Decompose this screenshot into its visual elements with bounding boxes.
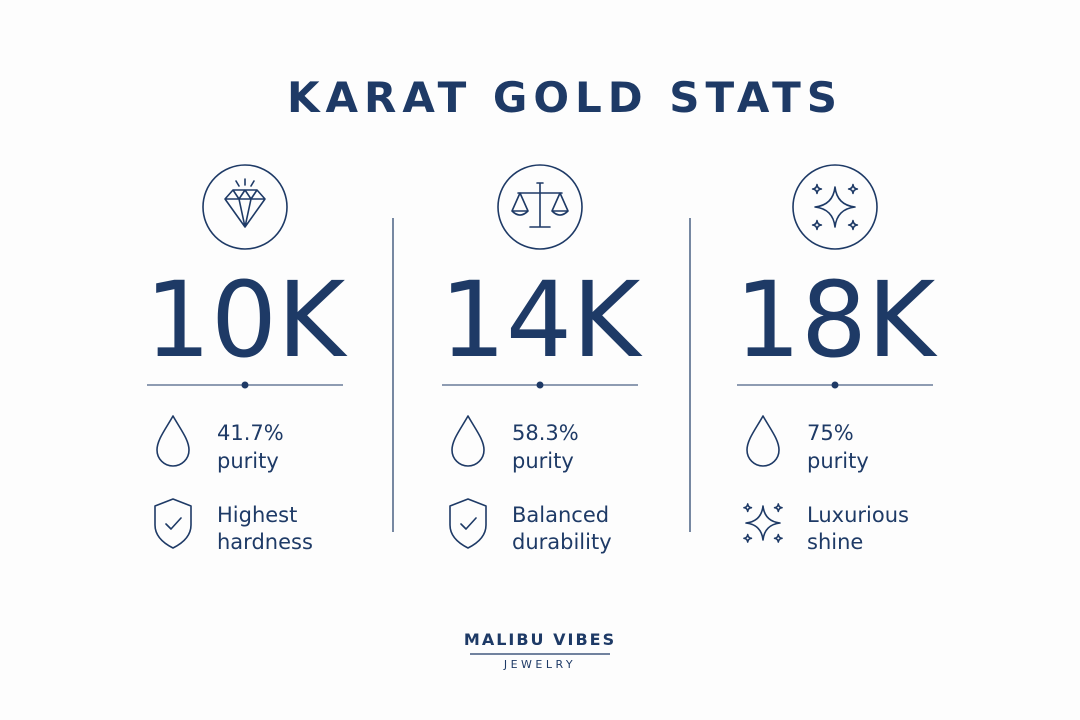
icon-circle [792,164,878,250]
brand-name: MALIBU VIBES [464,630,616,649]
icon [511,182,569,228]
small-sparkle [847,183,859,195]
scale-icon [511,182,569,228]
drop-icon [451,415,485,467]
small-sparkle [743,503,753,513]
sparkle [773,533,783,543]
icon [811,183,859,231]
brand-tagline: JEWELRY [503,658,576,671]
feature-line: Luxurious [807,503,909,527]
feature-line: Balanced [512,503,609,527]
feature-line: shine [807,530,863,554]
purity-line: 75% [807,421,854,445]
sparkle [773,503,783,513]
feature [743,503,783,543]
small-sparkle [743,533,753,543]
rule-dot [831,381,839,389]
diamond-icon [224,189,266,228]
icon-circle [202,164,288,250]
sparkle [743,533,753,543]
rule-dot [241,381,249,389]
feature [449,498,487,549]
sparkle [814,186,856,228]
small-sparkle [773,503,783,513]
feature [154,498,192,549]
small-sparkle [773,533,783,543]
feature-line: durability [512,530,612,554]
small-sparkle [811,219,823,231]
shield-icon [449,498,487,549]
feature-line: hardness [217,530,313,554]
karat-value: 18K [735,259,938,381]
rule-dot [536,381,544,389]
drop [451,415,485,467]
icon-circle [497,164,583,250]
drop-icon [746,415,780,467]
drop [156,415,190,467]
purity-line: 41.7% [217,421,284,445]
icon [224,178,266,228]
karat-column: 10K 41.7% purity Highest hardness [145,164,348,554]
small-sparkle [847,219,859,231]
small-sparkle [811,183,823,195]
shield-icon [154,498,192,549]
sparkle [847,219,859,231]
purity-line: purity [807,449,869,473]
drop-icon [156,415,190,467]
drop [746,415,780,467]
karat-column: 18K 75% purity Luxurious shine [735,164,938,554]
karat-value: 14K [440,259,643,381]
sparkle [745,505,781,541]
purity-line: purity [217,449,279,473]
sparkle [847,183,859,195]
sparkle [811,219,823,231]
title: KARAT GOLD STATS [287,73,843,122]
karat-value: 10K [145,259,348,381]
shine-icon [235,178,255,187]
purity-line: 58.3% [512,421,579,445]
sparkle [743,503,753,513]
feature-line: Highest [217,503,297,527]
karat-column: 14K 58.3% purity Balanced durability [440,164,643,554]
purity-line: purity [512,449,574,473]
sparkle [811,183,823,195]
